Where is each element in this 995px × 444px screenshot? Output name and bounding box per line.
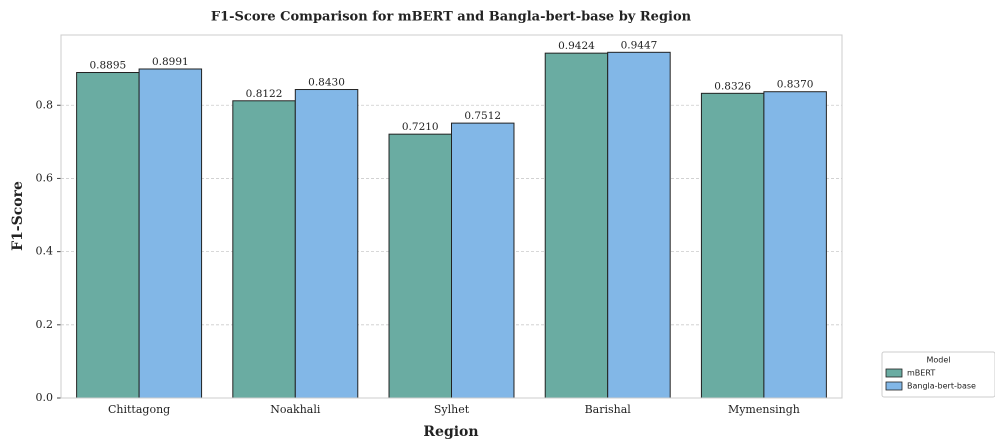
bar xyxy=(232,100,296,399)
x-axis-label: Region xyxy=(423,424,478,440)
value-label: 0.7210 xyxy=(402,121,439,133)
y-tick-label: 0.8 xyxy=(36,98,54,111)
bar xyxy=(451,122,515,399)
value-label: 0.9424 xyxy=(558,40,595,52)
y-axis-label: F1-Score xyxy=(10,181,26,251)
y-tick-label: 0.4 xyxy=(36,245,54,258)
value-label: 0.8370 xyxy=(777,79,814,91)
value-label: 0.8122 xyxy=(246,88,283,100)
x-tick-label: Sylhet xyxy=(434,403,470,416)
value-label: 0.8326 xyxy=(714,80,751,92)
bar xyxy=(76,72,140,399)
y-tick-label: 0.6 xyxy=(36,171,54,184)
y-tick-label: 0.2 xyxy=(36,318,54,331)
chart-title: F1-Score Comparison for mBERT and Bangla… xyxy=(211,10,692,25)
bar xyxy=(763,91,827,399)
value-label: 0.9447 xyxy=(621,39,658,51)
x-tick-label: Noakhali xyxy=(270,403,321,416)
bar xyxy=(700,92,765,399)
legend-title: Model xyxy=(926,356,950,365)
value-label: 0.8430 xyxy=(308,77,345,89)
legend-swatch xyxy=(885,381,903,391)
bar xyxy=(294,89,359,399)
legend-label: mBERT xyxy=(907,369,935,378)
bar xyxy=(544,52,609,399)
legend-label: Bangla-bert-base xyxy=(907,382,976,391)
y-tick-label: 0.0 xyxy=(36,391,54,404)
value-label: 0.7512 xyxy=(464,110,501,122)
value-label: 0.8895 xyxy=(89,60,126,72)
value-label: 0.8991 xyxy=(152,56,189,68)
x-tick-label: Barishal xyxy=(585,403,632,416)
bar xyxy=(138,68,203,399)
legend-swatch xyxy=(885,368,903,378)
legend-box xyxy=(881,351,995,398)
x-tick-label: Chittagong xyxy=(108,403,170,416)
x-tick-label: Mymensingh xyxy=(728,403,800,416)
plot-frame xyxy=(60,34,843,399)
bar xyxy=(607,51,671,399)
bar xyxy=(388,133,452,399)
